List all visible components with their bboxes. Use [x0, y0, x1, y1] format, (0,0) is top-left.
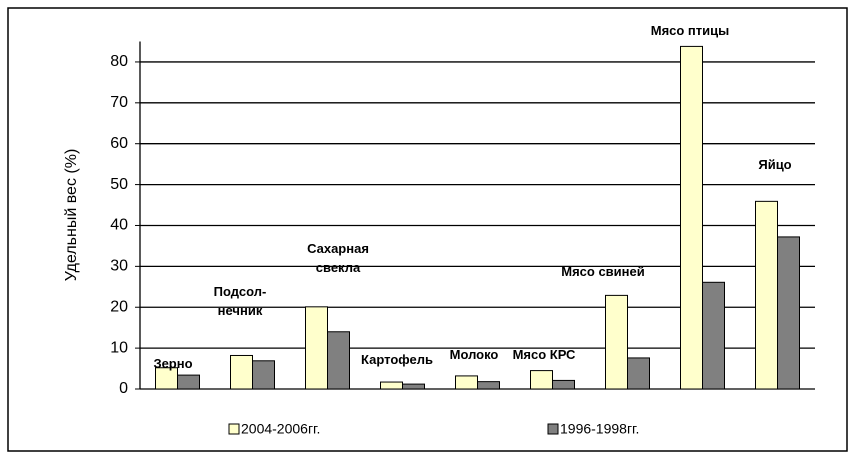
category-label: Подсол-нечник [214, 284, 267, 318]
bar [252, 360, 275, 390]
bar [327, 331, 350, 390]
bar [530, 370, 553, 390]
y-tick-label: 0 [119, 380, 128, 397]
bar [627, 357, 650, 390]
bar [680, 45, 703, 390]
bar [755, 200, 778, 390]
legend-swatch [547, 423, 559, 435]
y-tick-label: 20 [110, 298, 128, 315]
legend-swatch [228, 423, 240, 435]
bar [305, 306, 328, 390]
y-axis-label: Удельный вес (%) [63, 149, 80, 282]
bar [702, 281, 725, 390]
category-label: Яйцо [758, 157, 791, 172]
bar [477, 381, 500, 390]
category-label: Мясо свиней [561, 264, 644, 279]
bar [402, 383, 425, 390]
y-tick-label: 60 [110, 135, 128, 152]
y-tick-label: 50 [110, 176, 128, 193]
category-label: Сахарная свекла [307, 241, 369, 275]
bar [230, 354, 253, 390]
category-label: Картофель [361, 352, 433, 367]
bar [605, 294, 628, 390]
y-tick-label: 30 [110, 258, 128, 275]
category-label: Мясо КРС [513, 347, 576, 362]
y-tick-label: 80 [110, 53, 128, 70]
category-label: Молоко [450, 347, 499, 362]
bar [777, 236, 800, 390]
bar [380, 381, 403, 390]
legend-label: 1996-1998гг. [560, 421, 639, 437]
bar [552, 379, 575, 390]
category-label: Мясо птицы [651, 23, 730, 38]
bar [455, 375, 478, 390]
legend-label: 2004-2006гг. [241, 421, 320, 437]
category-label: Зерно [153, 356, 192, 371]
bar [177, 374, 200, 390]
y-tick-label: 10 [110, 339, 128, 356]
y-tick-label: 70 [110, 94, 128, 111]
y-tick-label: 40 [110, 217, 128, 234]
